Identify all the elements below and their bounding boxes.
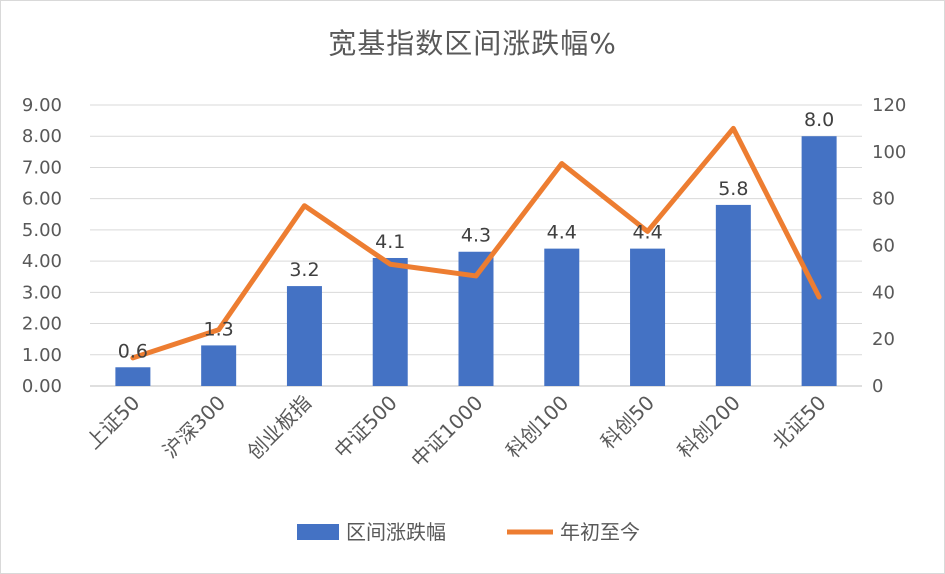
left-tick-label: 0.00 [22,376,62,397]
right-tick-label: 60 [872,236,895,257]
bar [115,367,151,386]
left-tick-label: 7.00 [22,157,62,178]
line-series-path [130,125,822,361]
bar [715,204,751,386]
legend-swatch-bar [297,524,339,540]
x-tick-label: 沪深300 [158,391,230,463]
left-tick-label: 3.00 [22,282,62,303]
bar-series [115,136,837,386]
right-tick-label: 80 [872,189,895,210]
bar [801,136,837,386]
data-labels: 0.6 1.3 3.2 4.1 4.3 4.4 4.4 5.8 8.0 [118,109,834,362]
legend: 区间涨跌幅 年初至今 [297,520,640,544]
bar-data-label: 3.2 [289,259,319,281]
bar [286,286,322,386]
bar-data-label: 1.3 [204,318,234,340]
bar-data-label: 4.3 [461,225,491,247]
bar-data-label: 5.8 [718,178,748,200]
x-tick-label: 科创200 [673,391,745,463]
x-tick-label: 科创100 [501,391,573,463]
right-tick-label: 20 [872,329,895,350]
bar-data-label: 4.4 [632,222,662,244]
bar-data-label: 4.4 [547,222,577,244]
left-tick-label: 1.00 [22,345,62,366]
left-tick-label: 2.00 [22,314,62,335]
left-tick-label: 9.00 [22,95,62,116]
legend-label-bar: 区间涨跌幅 [346,520,446,544]
left-tick-label: 4.00 [22,251,62,272]
right-tick-label: 100 [872,142,906,163]
right-tick-label: 0 [872,376,883,397]
x-tick-label: 中证500 [330,391,402,463]
line-series [130,125,822,361]
left-axis: 0.00 1.00 2.00 3.00 4.00 5.00 6.00 7.00 8.00 9.00 [22,95,62,397]
x-tick-label: 上证50 [81,391,144,454]
bar [201,345,237,386]
bar [630,248,666,386]
left-tick-label: 6.00 [22,189,62,210]
x-tick-label: 北证50 [767,391,830,454]
right-tick-label: 40 [872,282,895,303]
x-tick-label: 创业板指 [242,391,316,465]
bar-data-label: 0.6 [118,340,148,362]
left-tick-label: 8.00 [22,126,62,147]
bar-data-label: 4.1 [375,231,405,253]
bar [544,248,580,386]
right-tick-label: 120 [872,95,906,116]
x-tick-label: 中证1000 [406,391,487,472]
bar [372,257,408,386]
left-tick-label: 5.00 [22,220,62,241]
chart-title: 宽基指数区间涨跌幅% [328,27,617,60]
bar-data-label: 8.0 [804,109,834,131]
x-tick-label: 科创50 [596,391,659,454]
x-axis: 上证50 沪深300 创业板指 中证500 中证1000 科创100 科创50 科创200 北证… [81,391,830,472]
legend-label-line: 年初至今 [560,520,640,544]
right-axis: 0 20 40 60 80 100 120 [872,95,906,397]
